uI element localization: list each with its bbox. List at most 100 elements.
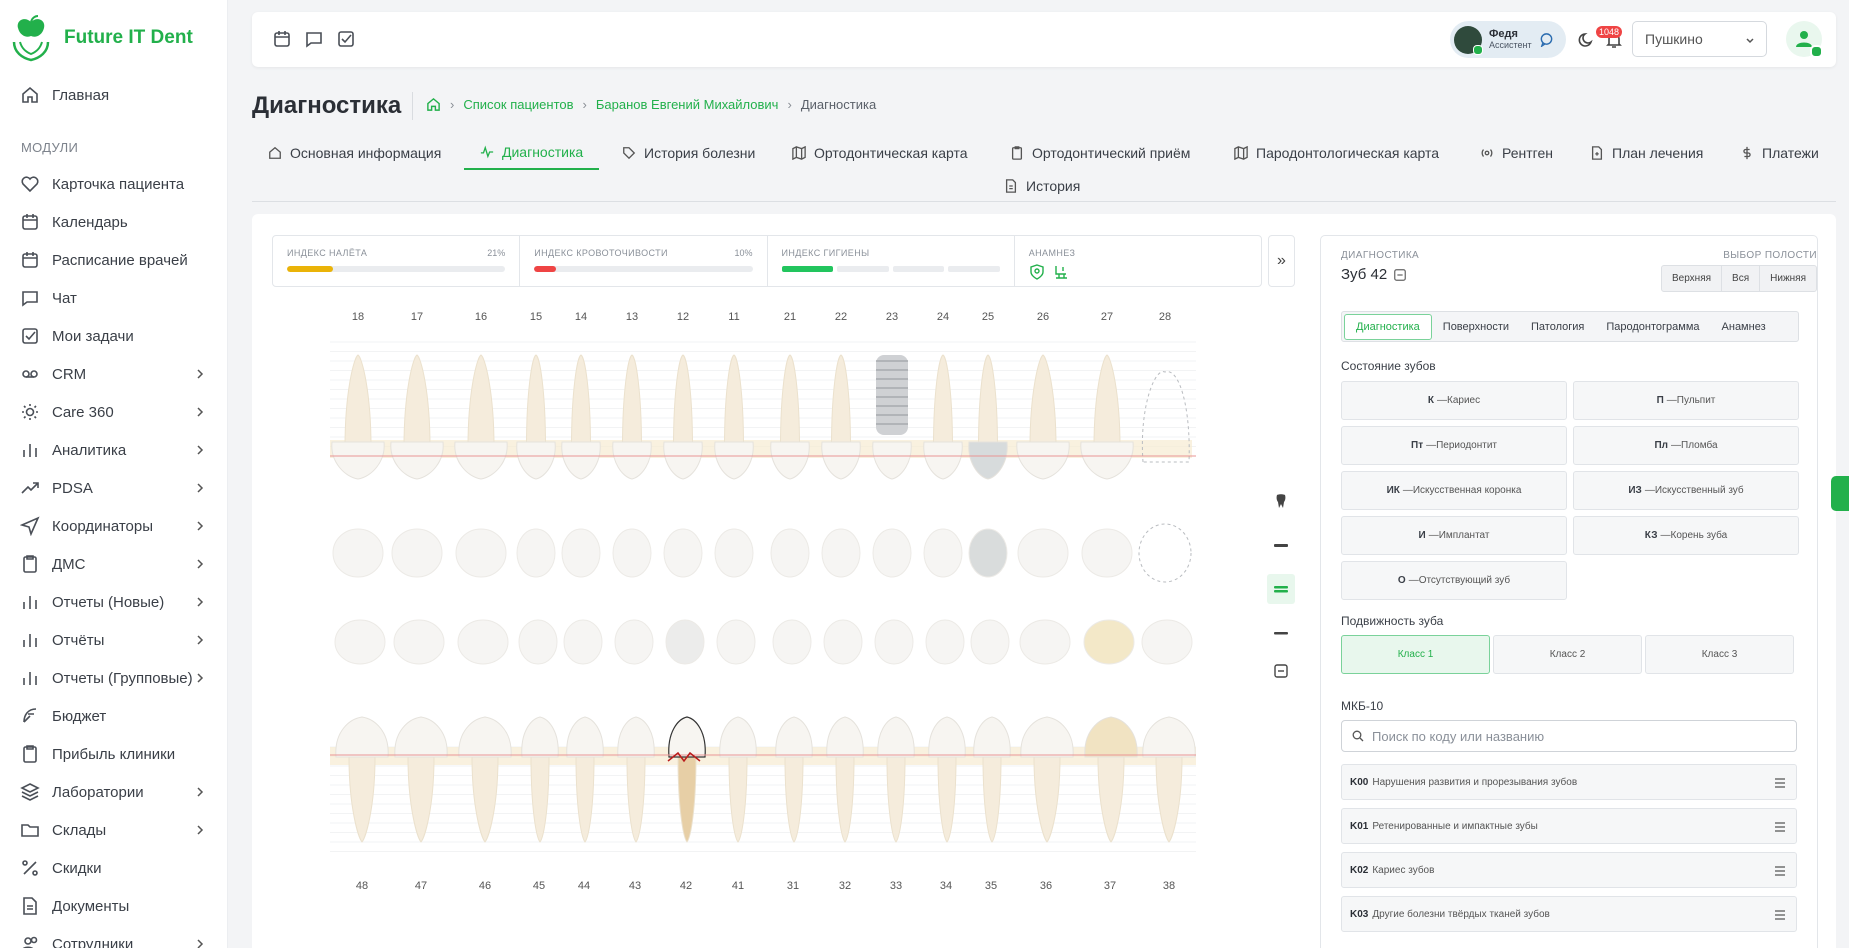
tab-ortho-chart[interactable]: Ортодонтическая карта <box>792 136 968 170</box>
tab-medical-history[interactable]: История болезни <box>622 136 755 170</box>
mkb-item[interactable]: K02 Кариес зубов <box>1341 852 1797 888</box>
user-pill[interactable]: Федя Ассистент <box>1450 21 1566 58</box>
subtab-periodontogram[interactable]: Пародонтограмма <box>1606 320 1700 333</box>
tooth-state-button[interactable]: ИК — Искусственная коронка <box>1341 471 1567 510</box>
sidebar-item[interactable]: Отчеты (Групповые) <box>0 659 227 697</box>
tooth-number[interactable]: 12 <box>676 311 690 323</box>
sidebar-item[interactable]: Скидки <box>0 849 227 887</box>
subtab-surfaces[interactable]: Поверхности <box>1442 320 1510 333</box>
sidebar-item[interactable]: Care 360 <box>0 393 227 431</box>
mkb-item[interactable]: K01 Ретенированные и импактные зубы <box>1341 808 1797 844</box>
tooth-number[interactable]: 41 <box>731 880 745 892</box>
tooth-state-button[interactable]: Пл — Пломба <box>1573 426 1799 465</box>
tab-ortho-visit[interactable]: Ортодонтический приём <box>1010 136 1190 170</box>
tooth-number[interactable]: 37 <box>1103 880 1117 892</box>
anamnesis-index[interactable]: АНАМНЕЗ <box>1015 236 1261 286</box>
tooth-state-button[interactable]: КЗ — Корень зуба <box>1573 516 1799 555</box>
plaque-index[interactable]: ИНДЕКС НАЛЁТА 21% <box>273 236 521 286</box>
minus-square-icon[interactable] <box>1393 268 1407 282</box>
root-view-button[interactable] <box>1267 486 1295 516</box>
list-icon[interactable] <box>1774 909 1786 921</box>
hygiene-index[interactable]: ИНДЕКС ГИГИЕНЫ <box>768 236 1015 286</box>
tooth-state-button[interactable]: К — Кариес <box>1341 381 1567 420</box>
subtab-diagnostics[interactable]: Диагностика <box>1344 313 1432 340</box>
tooth-number[interactable]: 25 <box>981 311 995 323</box>
tooth-number[interactable]: 28 <box>1158 311 1172 323</box>
breadcrumb-patient-link[interactable]: Баранов Евгений Михайлович <box>595 97 779 112</box>
sidebar-item[interactable]: ДМС <box>0 545 227 583</box>
breadcrumb-patients-link[interactable]: Список пациентов <box>463 97 574 112</box>
tab-main-info[interactable]: Основная информация <box>268 136 441 170</box>
tooth-number[interactable]: 26 <box>1036 311 1050 323</box>
sidebar-item[interactable]: Календарь <box>0 203 227 241</box>
sidebar-item[interactable]: Координаторы <box>0 507 227 545</box>
list-icon[interactable] <box>1774 865 1786 877</box>
mobility-class-2-button[interactable]: Класс 2 <box>1493 635 1642 674</box>
shield-icon[interactable] <box>1029 264 1045 280</box>
calendar-icon[interactable] <box>272 29 292 49</box>
sidebar-item[interactable]: CRM <box>0 355 227 393</box>
clinic-select[interactable]: Пушкино <box>1632 21 1767 57</box>
sidebar-item[interactable]: Карточка пациента <box>0 165 227 203</box>
tooth-number[interactable]: 43 <box>628 880 642 892</box>
tooth-state-button[interactable]: ИЗ — Искусственный зуб <box>1573 471 1799 510</box>
tooth-number[interactable]: 38 <box>1162 880 1176 892</box>
tooth-number[interactable]: 13 <box>625 311 639 323</box>
collapse-chart-button[interactable] <box>1267 656 1295 686</box>
tooth-number[interactable]: 34 <box>939 880 953 892</box>
tooth-number[interactable]: 33 <box>889 880 903 892</box>
bleeding-index[interactable]: ИНДЕКС КРОВОТОЧИВОСТИ 10% <box>520 236 768 286</box>
tooth-number[interactable]: 27 <box>1100 311 1114 323</box>
subtab-anamnesis[interactable]: Анамнез <box>1721 320 1766 333</box>
message-icon[interactable] <box>1539 32 1554 47</box>
sidebar-item[interactable]: Прибыль клиники <box>0 735 227 773</box>
sidebar-item[interactable]: Сотрудники <box>0 925 227 948</box>
tooth-number[interactable]: 36 <box>1039 880 1053 892</box>
jaw-option-upper[interactable]: Верхняя <box>1662 266 1723 291</box>
full-jaw-view-button[interactable] <box>1267 574 1295 604</box>
chat-icon[interactable] <box>304 29 324 49</box>
mobility-class-3-button[interactable]: Класс 3 <box>1645 635 1794 674</box>
sidebar-item[interactable]: Документы <box>0 887 227 925</box>
tooth-state-button[interactable]: П — Пульпит <box>1573 381 1799 420</box>
dental-chair-icon[interactable] <box>1053 264 1069 280</box>
sidebar-item[interactable]: Отчеты (Новые) <box>0 583 227 621</box>
sidebar-item[interactable]: Чат <box>0 279 227 317</box>
jaw-option-lower[interactable]: Нижняя <box>1770 273 1806 284</box>
tooth-number[interactable]: 23 <box>885 311 899 323</box>
tooth-number[interactable]: 44 <box>577 880 591 892</box>
list-icon[interactable] <box>1774 821 1786 833</box>
tooth-number[interactable]: 11 <box>728 311 740 323</box>
settings-side-tab[interactable] <box>1831 476 1849 511</box>
tooth-number[interactable]: 45 <box>532 880 546 892</box>
sidebar-item[interactable]: Склады <box>0 811 227 849</box>
tooth-number[interactable]: 31 <box>786 880 800 892</box>
brand[interactable]: Future IT Dent <box>0 0 227 76</box>
tooth-number[interactable]: 35 <box>984 880 998 892</box>
tooth-number[interactable]: 47 <box>414 880 428 892</box>
tooth-number[interactable]: 15 <box>529 311 543 323</box>
tooth-number[interactable]: 32 <box>838 880 852 892</box>
tooth-number[interactable]: 17 <box>410 311 424 323</box>
tooth-number[interactable]: 18 <box>351 311 365 323</box>
tooth-number[interactable]: 42 <box>679 880 693 892</box>
tooth-number[interactable]: 48 <box>355 880 369 892</box>
tooth-number[interactable]: 16 <box>474 311 488 323</box>
tooth-chart[interactable] <box>328 337 1196 867</box>
list-icon[interactable] <box>1774 777 1786 789</box>
tooth-state-button[interactable]: Пт — Периодонтит <box>1341 426 1567 465</box>
tooth-number[interactable]: 14 <box>574 311 588 323</box>
mkb-search-input[interactable]: Поиск по коду или названию <box>1341 720 1797 752</box>
sidebar-item[interactable]: Бюджет <box>0 697 227 735</box>
tab-treatment-plan[interactable]: План лечения <box>1590 136 1703 170</box>
sidebar-item[interactable]: Лаборатории <box>0 773 227 811</box>
tooth-state-button[interactable]: И — Имплантат <box>1341 516 1567 555</box>
sidebar-item[interactable]: PDSA <box>0 469 227 507</box>
sidebar-item[interactable]: Мои задачи <box>0 317 227 355</box>
tab-history[interactable]: История <box>1004 169 1080 203</box>
tab-diagnostics[interactable]: Диагностика <box>464 136 600 170</box>
sidebar-item[interactable]: Аналитика <box>0 431 227 469</box>
mkb-item[interactable]: K00 Нарушения развития и прорезывания зуб… <box>1341 764 1797 800</box>
tab-xray[interactable]: Рентген <box>1480 136 1553 170</box>
mkb-item[interactable]: K03 Другие болезни твёрдых тканей зубов <box>1341 896 1797 932</box>
